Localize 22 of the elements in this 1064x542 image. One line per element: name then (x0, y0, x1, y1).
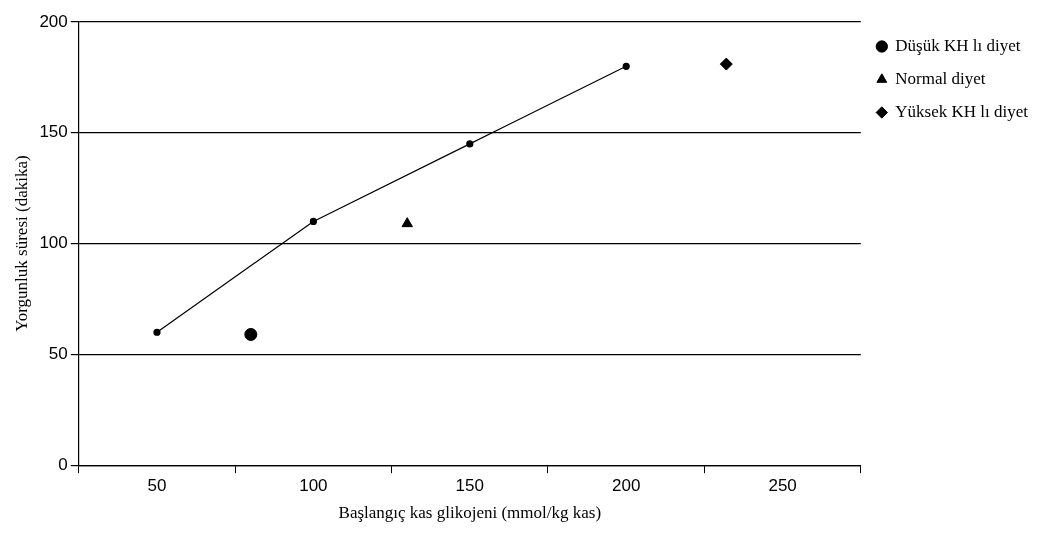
x-tick-label: 200 (612, 476, 641, 496)
legend-label: Normal diyet (895, 68, 986, 88)
point (622, 62, 630, 70)
point (153, 328, 161, 336)
x-tick-label: 50 (147, 476, 167, 496)
x-tick-label: 100 (299, 476, 328, 496)
y-tick-label: 50 (48, 344, 68, 364)
x-axis-title: Başlangıç kas glikojeni (mmol/kg kas) (338, 503, 602, 523)
y-axis-title: Yorgunluk süresi (dakika) (11, 155, 31, 332)
point (309, 217, 317, 226)
y-tick-label: 100 (39, 233, 68, 253)
y-tick-label: 200 (39, 11, 68, 31)
legend-label: Yüksek KH lı diyet (895, 101, 1029, 121)
x-tick-label: 150 (455, 476, 484, 496)
point (401, 217, 413, 228)
x-tick-label: 250 (768, 476, 797, 496)
point (244, 327, 258, 341)
point (466, 140, 474, 148)
legend-label: Düşük KH lı diyet (895, 35, 1021, 55)
y-tick-label: 150 (39, 122, 68, 142)
y-tick-label: 0 (58, 454, 68, 474)
point (719, 57, 733, 71)
